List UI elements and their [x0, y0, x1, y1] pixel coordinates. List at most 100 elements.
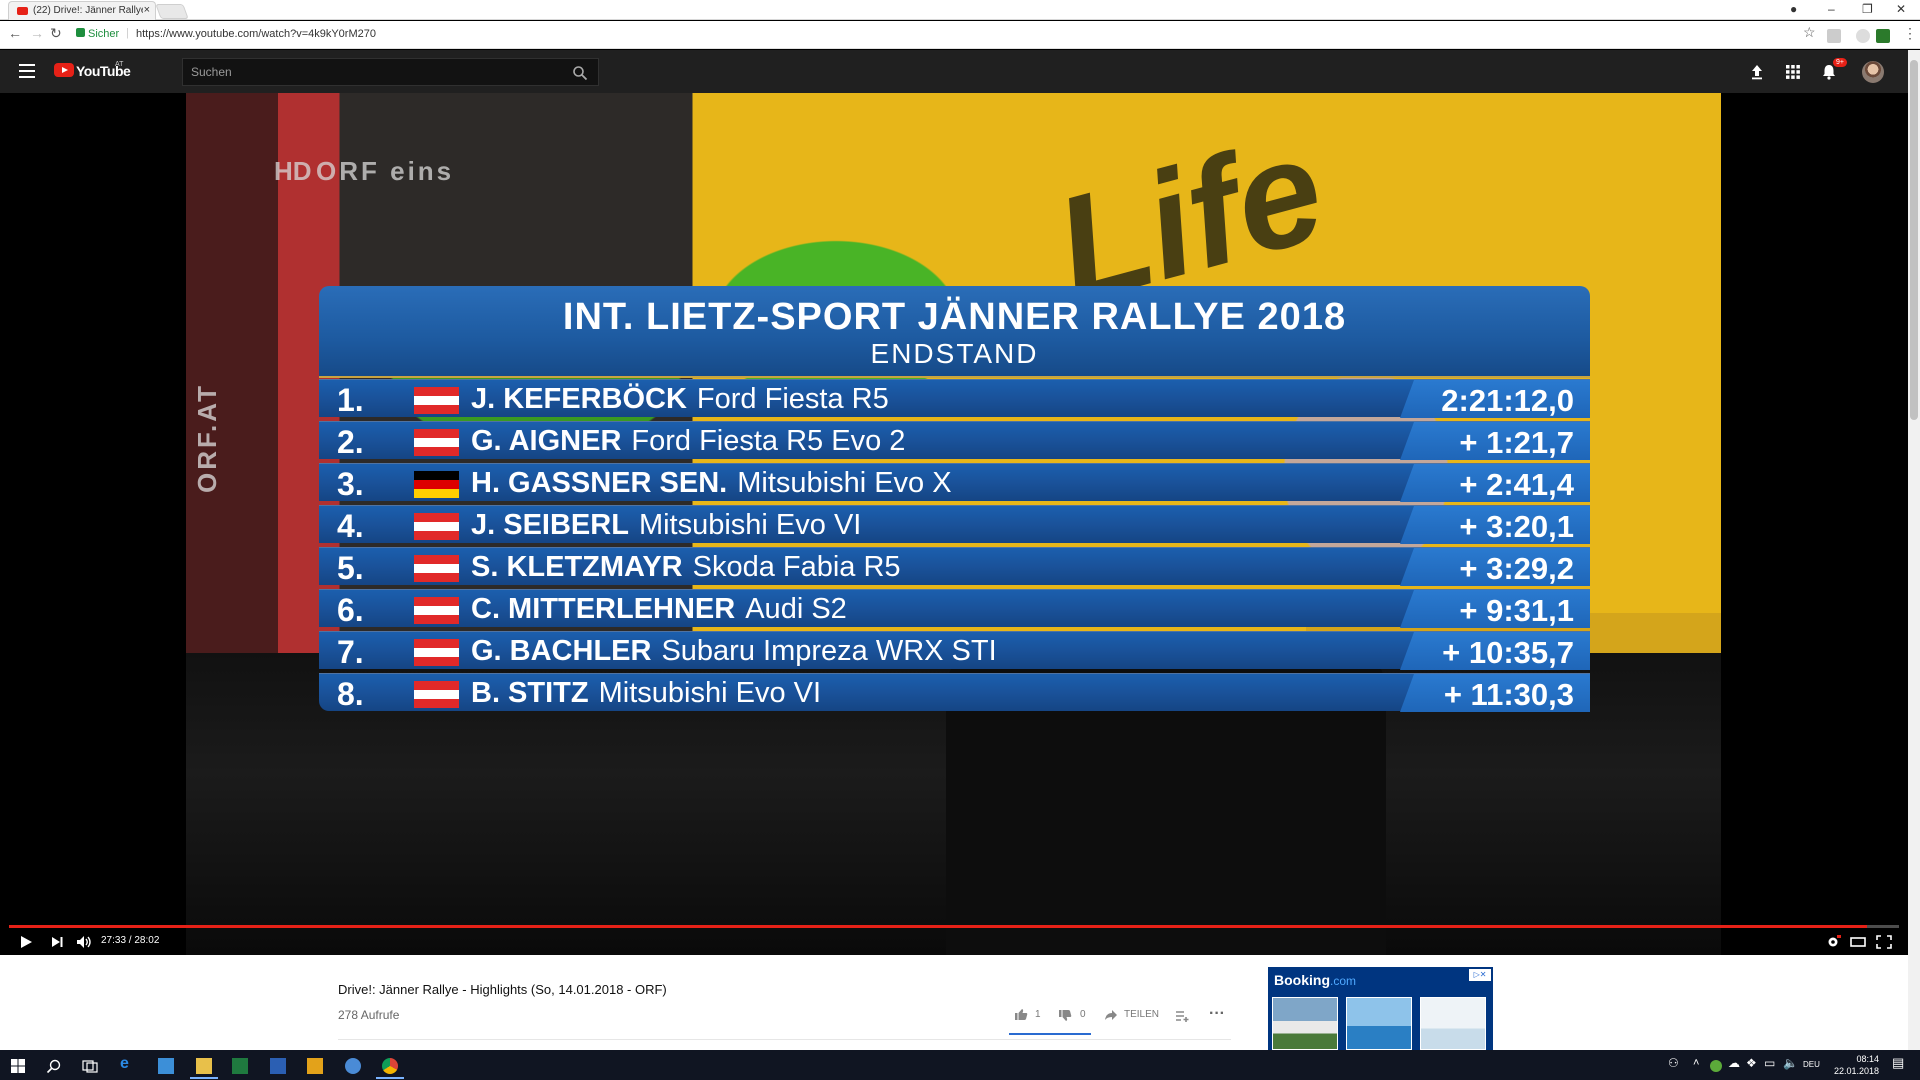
reload-icon[interactable]: ↻: [50, 25, 62, 41]
scrollbar-thumb[interactable]: [1910, 60, 1918, 420]
search-input[interactable]: [183, 59, 563, 85]
close-window-icon[interactable]: ✕: [1896, 2, 1907, 16]
minimize-icon[interactable]: –: [1828, 2, 1835, 16]
ad-choices-icon[interactable]: ▷✕: [1469, 969, 1491, 981]
app-icon[interactable]: [345, 1058, 361, 1074]
result-driver: S. KLETZMAYR Skoda Fabia R5: [471, 551, 901, 583]
edge-browser-icon[interactable]: e: [120, 1055, 129, 1072]
browser-tab[interactable]: (22) Drive!: Jänner Rallye ×: [8, 1, 156, 20]
results-header: INT. LIETZ-SPORT JÄNNER RALLYE 2018 ENDS…: [319, 286, 1590, 378]
result-car: Mitsubishi Evo VI: [638, 509, 862, 541]
results-board: INT. LIETZ-SPORT JÄNNER RALLYE 2018 ENDS…: [319, 286, 1590, 716]
restore-icon[interactable]: ❐: [1862, 2, 1873, 16]
tray-icon[interactable]: [1710, 1060, 1722, 1072]
youtube-masthead: YouTube AT 9+: [0, 50, 1920, 93]
task-view-icon[interactable]: [82, 1058, 98, 1074]
input-language[interactable]: DEU: [1803, 1060, 1820, 1069]
result-driver: B. STITZ Mitsubishi Evo VI: [471, 677, 822, 709]
video-frame[interactable]: Life HD ORF eins ORF.AT INT. LIETZ-SPORT…: [186, 93, 1721, 955]
like-icon[interactable]: [1014, 1008, 1028, 1021]
result-time: + 1:21,7: [1459, 425, 1574, 460]
close-tab-icon[interactable]: ×: [143, 4, 150, 16]
share-icon[interactable]: [1104, 1009, 1118, 1021]
ad-image: [1420, 997, 1486, 1050]
result-car: Skoda Fabia R5: [692, 551, 901, 583]
austria-flag-icon: [414, 681, 459, 708]
result-row: 4. J. SEIBERL Mitsubishi Evo VI + 3:20,1: [319, 505, 1590, 544]
progress-played: [9, 925, 1867, 928]
result-time: + 9:31,1: [1459, 593, 1574, 628]
result-driver: G. BACHLER Subaru Impreza WRX STI: [471, 635, 997, 667]
extension-icon[interactable]: [1876, 29, 1890, 43]
forward-icon[interactable]: →: [30, 25, 44, 41]
network-icon[interactable]: ▭: [1764, 1056, 1776, 1070]
result-car: Audi S2: [745, 593, 847, 625]
excel-icon[interactable]: [232, 1058, 248, 1074]
search-icon[interactable]: [572, 65, 588, 81]
share-button[interactable]: TEILEN: [1124, 1009, 1160, 1020]
more-actions-icon[interactable]: ···: [1209, 1005, 1225, 1022]
youtube-logo-text[interactable]: YouTube: [76, 63, 131, 79]
dislike-icon[interactable]: [1058, 1009, 1072, 1022]
dislike-count: 0: [1080, 1009, 1086, 1020]
word-icon[interactable]: [270, 1058, 286, 1074]
like-ratio-bar: [1009, 1033, 1091, 1035]
youtube-logo-icon[interactable]: [54, 63, 74, 77]
tray-expand-icon[interactable]: ˄: [1693, 1057, 1700, 1069]
upload-icon[interactable]: [1748, 63, 1766, 81]
hd-watermark: HD: [274, 156, 312, 186]
result-driver: J. KEFERBÖCK Ford Fiesta R5: [471, 383, 889, 415]
notification-bell-icon[interactable]: [1820, 63, 1838, 81]
action-center-icon[interactable]: ▤: [1892, 1055, 1905, 1070]
settings-gear-icon[interactable]: [1825, 935, 1841, 949]
progress-bar[interactable]: [9, 925, 1899, 928]
result-driver: H. GASSNER SEN. Mitsubishi Evo X: [471, 467, 952, 499]
url-text[interactable]: https://www.youtube.com/watch?v=4k9kY0rM…: [136, 28, 376, 40]
result-row: 6. C. MITTERLEHNER Audi S2 + 9:31,1: [319, 589, 1590, 628]
search-icon[interactable]: [46, 1058, 62, 1074]
extension-icon[interactable]: [1856, 29, 1870, 43]
file-explorer-icon[interactable]: [190, 1058, 218, 1079]
windows-start-icon[interactable]: [10, 1058, 26, 1074]
avatar[interactable]: [1862, 61, 1884, 83]
page-scrollbar[interactable]: [1908, 50, 1920, 1050]
extension-icon[interactable]: [1827, 29, 1841, 43]
outlook-icon[interactable]: [307, 1058, 323, 1074]
result-position: 4.: [337, 508, 364, 544]
app-icon[interactable]: [158, 1058, 174, 1074]
bookmark-star-icon[interactable]: ☆: [1803, 24, 1816, 40]
people-icon[interactable]: ⚇: [1668, 1056, 1679, 1070]
dropbox-icon[interactable]: ❖: [1746, 1056, 1757, 1070]
result-time: + 11:30,3: [1443, 677, 1574, 712]
volume-icon[interactable]: [76, 935, 92, 949]
system-clock[interactable]: 08:14 22.01.2018: [1833, 1054, 1879, 1076]
address-bar: ← → ↻ Sicher | https://www.youtube.com/w…: [0, 21, 1920, 49]
next-icon[interactable]: [50, 935, 64, 949]
austria-flag-icon: [414, 429, 459, 456]
hamburger-menu-icon[interactable]: [19, 64, 35, 78]
chrome-icon[interactable]: [376, 1058, 404, 1079]
browser-tab-strip: (22) Drive!: Jänner Rallye × ● – ❐ ✕: [0, 0, 1920, 20]
germany-flag-icon: [414, 471, 459, 498]
omnibox[interactable]: Sicher | https://www.youtube.com/watch?v…: [70, 25, 1800, 45]
back-icon[interactable]: ←: [8, 25, 22, 41]
onedrive-icon[interactable]: ☁: [1728, 1056, 1740, 1070]
new-tab-button[interactable]: [155, 4, 189, 19]
result-row: 8. B. STITZ Mitsubishi Evo VI + 11:30,3: [319, 673, 1590, 712]
fullscreen-icon[interactable]: [1876, 935, 1892, 949]
theater-mode-icon[interactable]: [1850, 935, 1866, 949]
profile-icon[interactable]: ●: [1790, 2, 1798, 16]
result-car: Mitsubishi Evo X: [737, 467, 952, 499]
play-icon[interactable]: [19, 935, 33, 949]
austria-flag-icon: [414, 639, 459, 666]
add-to-playlist-icon[interactable]: [1175, 1010, 1189, 1022]
speaker-icon[interactable]: 🔈: [1783, 1056, 1798, 1070]
video-title: Drive!: Jänner Rallye - Highlights (So, …: [338, 982, 667, 997]
video-info: Drive!: Jänner Rallye - Highlights (So, …: [0, 955, 1908, 1050]
apps-grid-icon[interactable]: [1784, 63, 1802, 81]
chrome-menu-icon[interactable]: ⋮: [1903, 25, 1917, 41]
result-row: 2. G. AIGNER Ford Fiesta R5 Evo 2 + 1:21,…: [319, 421, 1590, 460]
booking-ad[interactable]: Booking.com ▷✕: [1268, 967, 1493, 1050]
ad-image: [1272, 997, 1338, 1050]
result-car: Ford Fiesta R5: [696, 383, 889, 415]
